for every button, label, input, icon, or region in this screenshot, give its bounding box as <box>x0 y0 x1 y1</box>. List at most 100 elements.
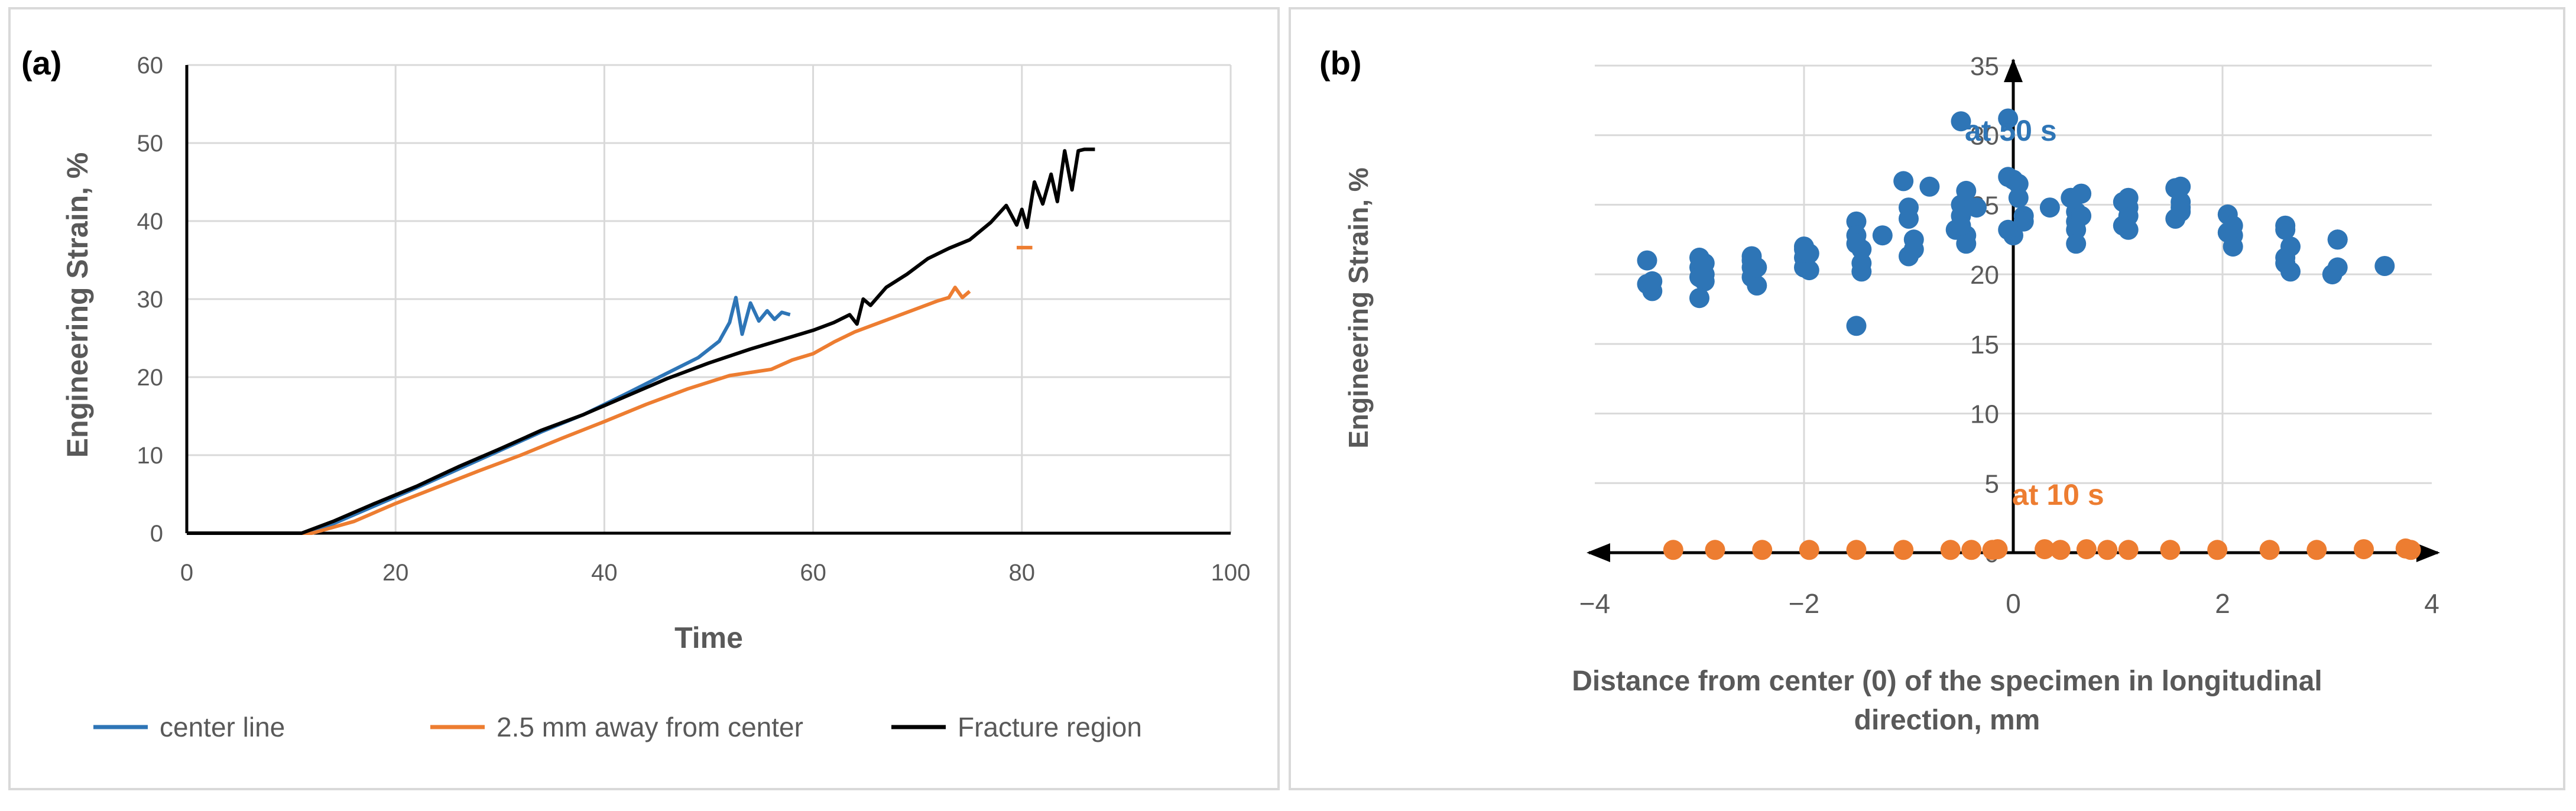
x-axis-label-a: Time <box>674 621 743 654</box>
data-point-s0-16 <box>1741 250 1762 271</box>
series-line-1 <box>187 286 971 535</box>
y-axis-arrowhead <box>2004 59 2023 82</box>
y-tick-label-60: 60 <box>137 53 164 79</box>
y-ticks-a: 0 10 20 30 40 50 60 <box>137 53 164 547</box>
x-axis-label-b-line1: Distance from center (0) of the specimen… <box>1572 666 2322 697</box>
y-tick-label-50: 50 <box>137 131 164 157</box>
legend-a: center line 2.5 mm away from center Fractu… <box>93 712 1142 742</box>
data-point-s0-3 <box>1642 271 1663 291</box>
data-point-s0-46 <box>1998 108 2019 129</box>
x-tick-label-60: 60 <box>800 560 826 586</box>
data-point-s0-67 <box>2118 219 2139 240</box>
y-tick-label-0: 0 <box>150 521 163 547</box>
x-tick-label--2: −2 <box>1789 588 1819 619</box>
x-tick-label-40: 40 <box>591 560 618 586</box>
data-point-s0-90 <box>2374 256 2395 276</box>
data-point-s0-44 <box>1956 180 1977 201</box>
x-tick-label-80: 80 <box>1009 560 1036 586</box>
data-point-s0-22 <box>1794 239 1814 259</box>
series-a <box>187 147 1095 535</box>
data-point-s1-6 <box>1940 540 1961 560</box>
data-point-s1-4 <box>1846 540 1867 560</box>
axes-b <box>1587 59 2440 562</box>
data-point-s1-18 <box>2306 540 2327 560</box>
data-point-s0-91 <box>1951 215 1971 236</box>
legend-label-1: 2.5 mm away from center <box>497 712 803 742</box>
data-point-s0-10 <box>1689 288 1709 309</box>
y-tick-label-20: 20 <box>137 365 164 391</box>
x-axis-label-b-line2: direction, mm <box>1854 705 2040 736</box>
data-point-s0-27 <box>1846 233 1867 254</box>
data-point-s0-29 <box>1846 316 1867 336</box>
series-line-3 <box>187 147 1095 535</box>
legend-label-0: center line <box>160 712 285 742</box>
y-tick-label-35: 35 <box>1970 52 1999 81</box>
data-point-s0-50 <box>2008 187 2029 208</box>
data-point-s1-0 <box>1663 540 1683 560</box>
x-tick-label-4: 4 <box>2424 588 2439 619</box>
annotation-at-10s: at 10 s <box>2012 478 2104 511</box>
x-ticks-b: −4 −2 0 2 4 <box>1579 588 2439 619</box>
x-tick-label-0: 0 <box>2006 588 2021 619</box>
series-b <box>1637 108 2421 560</box>
panel-label-a: (a) <box>21 44 61 82</box>
data-point-s0-43 <box>1919 176 1940 197</box>
data-point-s0-0 <box>1637 250 1657 271</box>
y-tick-label-30: 30 <box>137 287 164 313</box>
axes-a <box>185 65 1231 535</box>
legend-label-2: Fracture region <box>958 712 1142 742</box>
data-point-s0-73 <box>2171 197 2191 218</box>
data-point-s1-16 <box>2207 540 2228 560</box>
x-axis-label-b: Distance from center (0) of the specimen… <box>1572 666 2322 736</box>
y-axis-label-a: Engineering Strain, % <box>61 153 94 458</box>
data-point-s0-62 <box>2071 183 2092 204</box>
data-point-s0-9 <box>1694 253 1715 274</box>
y-tick-label-40: 40 <box>137 209 164 235</box>
data-point-s0-31 <box>1893 171 1914 192</box>
data-point-s0-20 <box>1799 260 1819 281</box>
x-tick-label-20: 20 <box>382 560 409 586</box>
data-point-s0-30 <box>1872 225 1893 246</box>
data-point-s1-3 <box>1799 540 1819 560</box>
x-tick-label-0: 0 <box>180 560 193 586</box>
data-point-s1-7 <box>1961 540 1982 560</box>
data-point-s0-45 <box>1951 111 1971 132</box>
grid-a <box>187 64 1232 533</box>
data-point-s1-13 <box>2097 540 2118 560</box>
data-point-s0-52 <box>2013 211 2034 232</box>
data-point-s1-5 <box>1893 540 1914 560</box>
data-point-s0-60 <box>2066 219 2087 240</box>
x-axis-arrowhead-right <box>2416 543 2440 562</box>
data-point-s0-42 <box>1967 197 1987 218</box>
data-point-s0-68 <box>2118 187 2139 208</box>
y-tick-label-5: 5 <box>1985 469 1999 498</box>
y-tick-label-15: 15 <box>1970 330 1999 359</box>
series-line-0 <box>187 296 791 535</box>
data-point-s0-85 <box>2275 253 2296 274</box>
x-axis-arrowhead-left <box>1587 543 1610 562</box>
data-point-s0-55 <box>2039 197 2060 218</box>
data-point-s0-81 <box>2275 219 2296 240</box>
data-point-s1-21 <box>2400 540 2421 560</box>
panel-a: (a) 0 10 20 30 40 50 60 0 20 40 60 80 100 Time Engi… <box>8 7 1280 790</box>
data-point-s1-19 <box>2354 539 2374 560</box>
data-point-s1-14 <box>2118 540 2139 560</box>
annotation-at-50s: at 50 s <box>1965 114 2057 147</box>
x-tick-label-100: 100 <box>1211 560 1251 586</box>
x-tick-label-2: 2 <box>2215 588 2230 619</box>
y-tick-label-20: 20 <box>1970 261 1999 290</box>
data-point-s0-61 <box>2066 233 2087 254</box>
data-point-s1-15 <box>2160 540 2181 560</box>
data-point-s0-41 <box>1956 233 1977 254</box>
data-point-s0-8 <box>1694 271 1715 291</box>
data-point-s0-23 <box>1846 211 1867 232</box>
data-point-s0-54 <box>1998 219 2019 240</box>
data-point-s1-1 <box>1705 540 1725 560</box>
data-point-s0-28 <box>1851 261 1872 282</box>
data-point-s0-79 <box>2223 236 2243 257</box>
data-point-s1-11 <box>2050 540 2071 560</box>
data-point-s1-10 <box>2035 539 2055 560</box>
panel-label-b: (b) <box>1319 44 1362 82</box>
y-tick-label-10: 10 <box>1970 400 1999 429</box>
